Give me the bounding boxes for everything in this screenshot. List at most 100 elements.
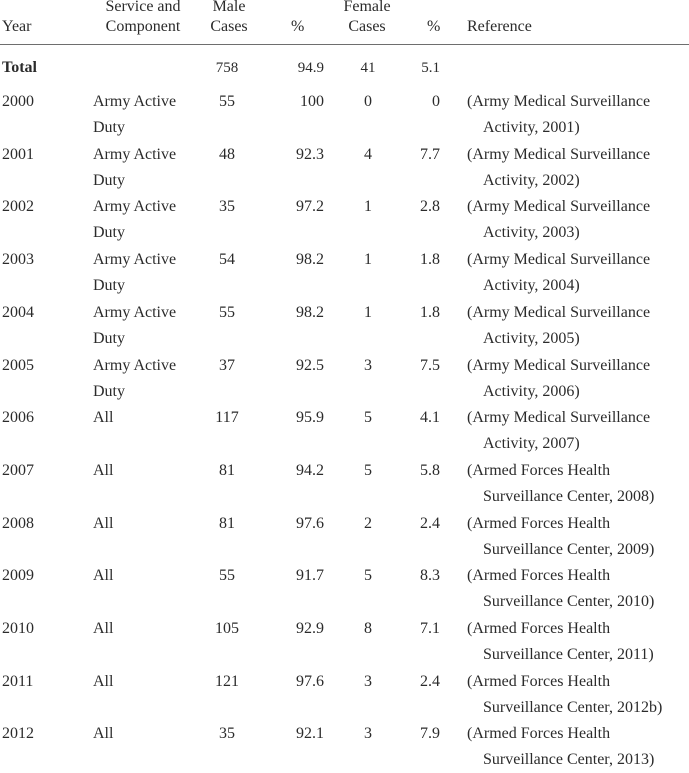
row-year: 2011 [2,672,34,690]
row-female-cases: 3 [364,356,372,374]
row-female-cases: 5 [364,409,372,427]
table-row: 2007 All 81 94.2 5 5.8 (Armed Forces Health Sur… [0,458,689,510]
row-female-pct: 7.9 [420,725,440,743]
row-female-pct: 0 [432,93,440,110]
row-reference-line2: Surveillance Center, 2010) [483,593,655,611]
row-year: 2004 [2,303,34,321]
row-male-cases: 55 [219,93,235,110]
row-female-pct: 8.3 [420,567,440,585]
row-reference: (Army Medical Surveillance Activity, 2002… [467,142,689,194]
row-reference: (Army Medical Surveillance Activity, 2004… [467,247,689,299]
row-year: 2002 [2,198,34,216]
row-male-cases: 37 [219,356,235,374]
row-male-pct: 92.1 [296,725,324,743]
row-female-cases: 5 [364,461,372,479]
row-female-pct: 5.8 [420,461,440,479]
row-reference: (Army Medical Surveillance Activity, 2003… [467,194,689,246]
row-reference-line1: (Army Medical Surveillance [467,303,651,321]
row-female-cases: 3 [364,725,372,743]
row-male-pct: 98.2 [296,251,324,269]
row-male-cases: 117 [215,409,239,427]
row-year: 2010 [2,620,34,637]
row-reference: (Armed Forces Health Surveillance Center,… [467,458,689,510]
row-reference-line2: Surveillance Center, 2012b) [483,698,663,716]
total-label: Total [2,59,37,76]
row-female-pct: 2.4 [420,514,440,532]
row-service: All [93,620,114,637]
row-female-cases: 0 [364,93,372,110]
row-reference-line2: Activity, 2003) [483,224,580,242]
row-female-cases: 1 [364,198,372,216]
total-female-cases: 41 [360,60,376,76]
row-service: Army Active Duty [93,303,177,347]
row-reference-line1: (Army Medical Surveillance [467,409,651,427]
row-reference: (Armed Forces Health Surveillance Center,… [467,511,689,563]
row-service: All [93,725,114,743]
table-row: 2005 Army Active Duty 37 92.5 3 7.5 (Army Medi… [0,353,689,405]
row-reference-line2: Activity, 2002) [483,171,580,189]
row-service: Army Active Duty [93,356,177,400]
header-male-pct: % [291,18,305,35]
row-female-pct: 7.5 [420,356,440,374]
table-row: 2003 Army Active Duty 54 98.2 1 1.8 (Army Medi… [0,247,689,299]
row-service: All [93,672,114,690]
table-row: 2012 All 35 92.1 3 7.9 (Armed Forces Health Sur… [0,721,689,773]
row-year: 2000 [2,93,34,110]
row-service: Army Active Duty [93,251,177,295]
row-year: 2008 [2,514,34,532]
row-reference: (Army Medical Surveillance Activity, 2007… [467,405,689,457]
row-female-cases: 3 [364,672,372,690]
row-service: All [93,461,114,479]
total-male-cases: 758 [215,60,239,76]
row-reference-line2: Activity, 2004) [483,277,580,295]
row-year: 2001 [2,145,34,163]
header-male-line1: Male [212,0,246,15]
row-male-pct: 92.5 [296,356,324,374]
row-reference-line1: (Army Medical Surveillance [467,356,651,374]
row-year: 2009 [2,567,34,585]
table-row: 2009 All 55 91.7 5 8.3 (Armed Forces Health Sur… [0,563,689,615]
row-male-pct: 97.6 [296,514,324,532]
total-row: Total 758 94.9 41 5.1 [0,55,689,81]
table-row: 2011 All 121 97.6 3 2.4 (Armed Forces Health Su… [0,669,689,721]
row-year: 2003 [2,251,34,269]
row-reference-line1: (Armed Forces Health [467,514,611,532]
row-female-cases: 4 [364,145,372,163]
row-male-cases: 105 [215,620,239,637]
row-male-pct: 92.3 [296,145,324,163]
row-reference-line1: (Army Medical Surveillance [467,145,651,163]
row-reference: (Army Medical Surveillance Activity, 2006… [467,353,689,405]
row-year: 2007 [2,461,34,479]
header-male-line2: Cases [210,18,248,35]
table-row: 2008 All 81 97.6 2 2.4 (Armed Forces Health Sur… [0,511,689,563]
row-reference-line2: Activity, 2005) [483,329,580,347]
table-row: 2010 All 105 92.9 8 7.1 (Armed Forces Health Su… [0,616,689,668]
row-male-cases: 55 [219,567,235,585]
row-reference-line1: (Army Medical Surveillance [467,198,651,216]
row-male-pct: 98.2 [296,303,324,321]
row-reference-line1: (Armed Forces Health [467,725,611,743]
row-female-cases: 1 [364,251,372,269]
row-male-pct: 100 [300,93,324,110]
row-reference: (Armed Forces Health Surveillance Center,… [467,721,689,773]
row-reference: (Army Medical Surveillance Activity, 2001… [467,89,689,141]
row-male-pct: 91.7 [296,567,324,585]
row-reference-line1: (Army Medical Surveillance [467,251,651,269]
row-year: 2012 [2,725,34,743]
row-female-pct: 7.7 [420,145,440,163]
row-male-pct: 95.9 [296,409,324,427]
row-male-cases: 81 [219,461,235,479]
header-rule [0,44,689,45]
header-male-cases: Male Cases [203,0,255,37]
row-reference-line2: Activity, 2006) [483,382,580,400]
row-reference-line2: Activity, 2001) [483,119,580,136]
row-reference-line1: (Armed Forces Health [467,567,611,585]
row-reference-line2: Surveillance Center, 2009) [483,540,655,558]
row-service: Army Active Duty [93,198,177,242]
row-male-cases: 35 [219,198,235,216]
table-row: 2006 All 117 95.9 5 4.1 (Army Medical Surveill… [0,405,689,457]
header-female-line1: Female [343,0,391,15]
row-male-pct: 94.2 [296,461,324,479]
row-female-cases: 8 [364,620,372,637]
row-reference-line2: Surveillance Center, 2008) [483,487,655,505]
